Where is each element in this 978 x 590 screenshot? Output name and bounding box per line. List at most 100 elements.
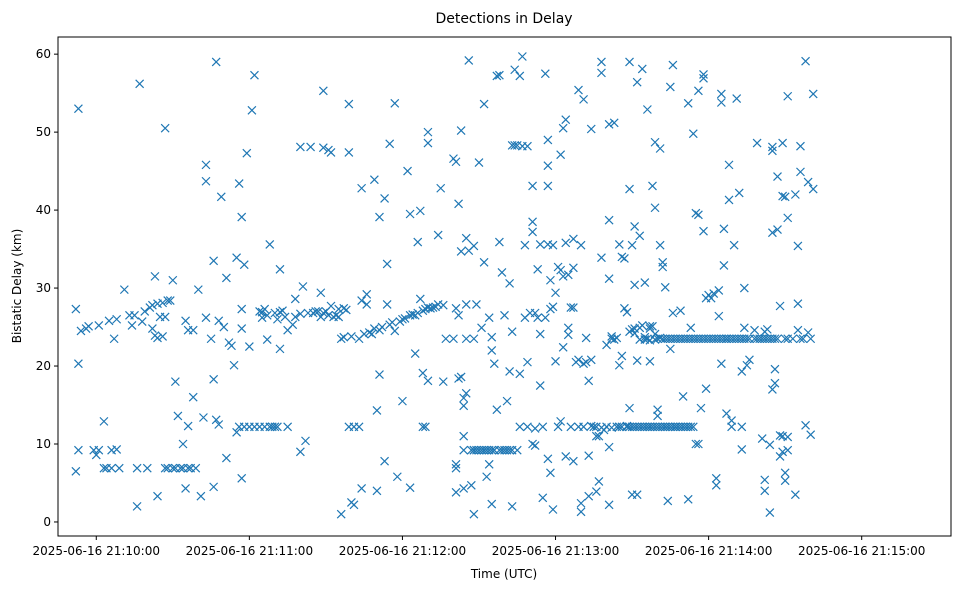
data-point	[104, 316, 114, 326]
data-point	[168, 463, 178, 473]
data-point	[295, 309, 305, 319]
data-point	[568, 456, 578, 466]
data-point	[173, 411, 183, 421]
data-point	[71, 304, 81, 314]
data-point	[637, 321, 647, 330]
data-point	[428, 303, 438, 312]
data-point	[586, 124, 596, 134]
x-tick-label: 2025-06-16 21:12:00	[339, 544, 466, 558]
data-point	[270, 422, 280, 432]
data-point	[561, 452, 571, 461]
data-point	[316, 288, 326, 298]
data-point	[484, 459, 494, 469]
y-tick-label: 40	[36, 203, 51, 217]
data-point	[99, 463, 109, 473]
data-point	[132, 463, 142, 473]
data-point	[558, 271, 568, 281]
data-point	[553, 422, 563, 432]
data-point	[775, 301, 785, 311]
data-point	[73, 445, 83, 455]
data-point	[783, 432, 793, 442]
data-point	[487, 346, 497, 355]
data-point	[734, 188, 744, 198]
data-point	[201, 313, 211, 323]
data-point	[170, 377, 180, 387]
data-point	[699, 226, 708, 236]
data-point	[617, 252, 627, 262]
data-point	[635, 231, 645, 241]
data-point	[604, 215, 614, 225]
data-point	[760, 486, 770, 496]
data-point	[234, 179, 244, 189]
data-point	[563, 270, 573, 280]
data-point	[760, 475, 770, 485]
data-point	[648, 321, 657, 331]
data-point	[482, 472, 492, 482]
data-point	[214, 316, 224, 326]
data-point	[716, 89, 726, 99]
data-point	[247, 105, 257, 115]
data-point	[653, 405, 663, 415]
data-point	[648, 181, 657, 191]
data-point	[533, 313, 543, 323]
data-point	[242, 148, 252, 158]
data-point	[73, 359, 83, 369]
data-point	[275, 264, 285, 274]
data-point	[699, 70, 708, 79]
data-point	[390, 98, 400, 108]
data-point	[727, 422, 737, 432]
data-point	[584, 376, 594, 386]
data-point	[546, 275, 555, 285]
data-point	[191, 463, 201, 473]
data-point	[357, 183, 367, 193]
data-point	[479, 257, 489, 267]
data-point	[451, 303, 461, 313]
data-point	[441, 334, 451, 344]
data-point	[742, 360, 752, 370]
data-point	[612, 333, 622, 343]
data-point	[630, 222, 640, 231]
data-point	[99, 416, 109, 426]
data-point	[257, 313, 267, 323]
data-point	[150, 271, 160, 281]
data-point	[711, 480, 721, 490]
data-point	[619, 254, 629, 263]
data-point	[640, 278, 650, 288]
data-point	[793, 325, 803, 335]
data-point	[716, 98, 726, 107]
data-point	[775, 452, 785, 461]
data-point	[556, 416, 566, 426]
data-point	[367, 329, 377, 339]
data-point	[699, 73, 708, 83]
data-point	[372, 406, 382, 415]
data-point	[693, 86, 703, 96]
data-point	[505, 445, 515, 455]
data-point	[109, 334, 119, 344]
data-point	[561, 115, 571, 125]
y-tick-label: 50	[36, 125, 51, 139]
data-point	[500, 310, 509, 320]
data-point	[451, 157, 461, 167]
data-point	[239, 260, 249, 270]
data-point	[604, 500, 614, 510]
data-point	[568, 263, 578, 273]
data-point	[459, 401, 469, 411]
data-point	[479, 99, 489, 109]
plot-frame	[57, 36, 952, 537]
data-point	[188, 392, 198, 402]
data-point	[732, 94, 742, 104]
data-point	[778, 447, 788, 457]
data-point	[632, 77, 642, 87]
data-point	[209, 256, 219, 266]
data-point	[584, 451, 594, 461]
data-point	[385, 139, 395, 149]
data-point	[773, 334, 782, 344]
data-point	[796, 167, 805, 177]
data-point	[459, 393, 469, 403]
data-point	[750, 325, 759, 335]
data-point	[280, 312, 290, 322]
data-point	[767, 384, 777, 394]
data-point	[250, 70, 259, 80]
x-tick-label: 2025-06-16 21:13:00	[492, 544, 619, 558]
data-point	[597, 253, 606, 263]
